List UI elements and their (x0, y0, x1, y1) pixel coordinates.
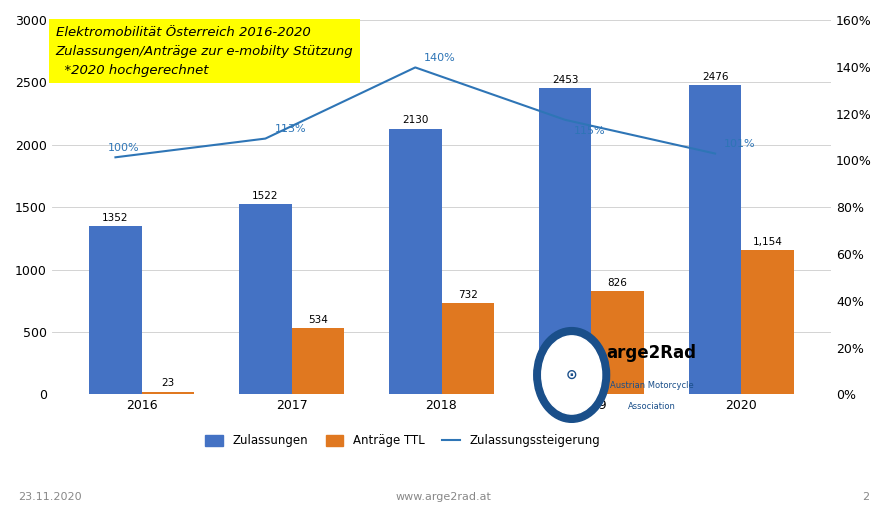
Text: 140%: 140% (424, 53, 455, 63)
Bar (291, 328, 344, 394)
Text: 826: 826 (607, 278, 627, 288)
Text: 101%: 101% (723, 139, 755, 149)
Text: 2453: 2453 (551, 75, 578, 85)
Bar (142, 391, 194, 394)
Zulassungssteigerung (260, 135, 270, 141)
Ellipse shape (533, 328, 609, 422)
Text: 1352: 1352 (102, 213, 128, 223)
Text: 2: 2 (861, 492, 868, 502)
Text: 1,154: 1,154 (751, 237, 781, 247)
Bar (539, 88, 591, 394)
Text: 2130: 2130 (401, 116, 428, 125)
Zulassungssteigerung (409, 65, 420, 71)
Text: arge2Rad: arge2Rad (606, 344, 696, 363)
Text: 534: 534 (307, 315, 328, 325)
Text: 100%: 100% (108, 142, 139, 153)
Text: 732: 732 (457, 290, 478, 300)
Zulassungssteigerung (110, 154, 120, 160)
Zulassungssteigerung (559, 117, 570, 123)
Bar (389, 129, 441, 394)
Bar (441, 303, 494, 394)
Bar (591, 291, 643, 394)
Bar (239, 205, 291, 394)
Text: Association: Association (627, 402, 674, 411)
Text: 23.11.2020: 23.11.2020 (18, 492, 82, 502)
Bar (741, 250, 793, 394)
Ellipse shape (541, 336, 601, 414)
Text: 115%: 115% (573, 126, 605, 136)
Text: www.arge2rad.at: www.arge2rad.at (395, 492, 491, 502)
Text: 113%: 113% (274, 124, 306, 134)
Line: Zulassungssteigerung: Zulassungssteigerung (115, 68, 714, 157)
Legend: Zulassungen, Anträge TTL, Zulassungssteigerung: Zulassungen, Anträge TTL, Zulassungsstei… (200, 430, 604, 452)
Text: 23: 23 (161, 378, 175, 388)
Zulassungssteigerung (709, 150, 719, 157)
Text: Austrian Motorcycle: Austrian Motorcycle (609, 381, 693, 389)
Text: 2476: 2476 (701, 72, 727, 82)
Bar (89, 226, 142, 394)
Bar (688, 85, 741, 394)
Text: 1522: 1522 (252, 191, 278, 201)
Text: ⊙: ⊙ (565, 368, 577, 382)
Text: Elektromobilität Österreich 2016-2020
Zulassungen/Anträge zur e-mobilty Stützung: Elektromobilität Österreich 2016-2020 Zu… (56, 26, 353, 77)
